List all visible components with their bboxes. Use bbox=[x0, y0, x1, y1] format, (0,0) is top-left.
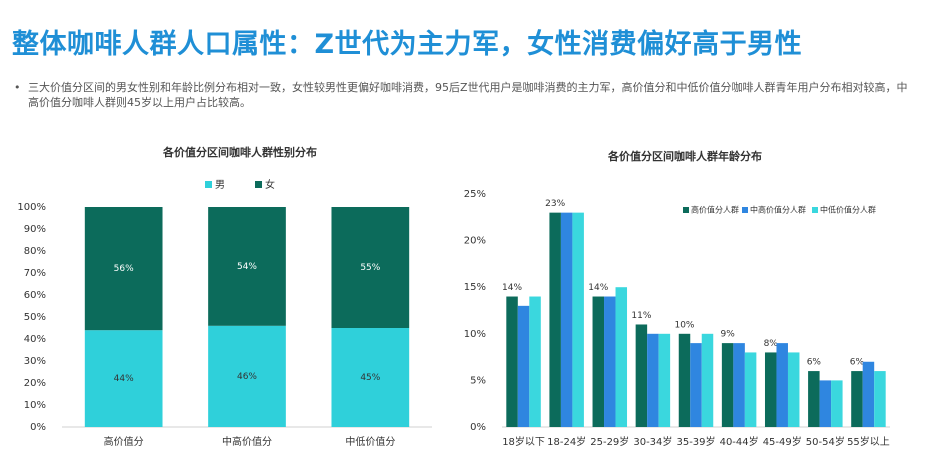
x-tick-label: 45-49岁 bbox=[763, 435, 802, 448]
bar bbox=[635, 324, 648, 427]
y-tick-label: 50% bbox=[24, 312, 46, 323]
bar bbox=[721, 343, 734, 427]
bar bbox=[851, 371, 863, 427]
y-tick-label: 90% bbox=[24, 224, 46, 235]
bar bbox=[744, 352, 757, 427]
bar bbox=[819, 380, 832, 427]
bar bbox=[506, 296, 518, 427]
bar-segment bbox=[331, 207, 410, 328]
legend-swatch bbox=[742, 207, 748, 213]
x-tick-label: 中低价值分 bbox=[345, 435, 395, 448]
bar bbox=[776, 343, 788, 427]
legend-label: 女 bbox=[265, 178, 275, 191]
bar bbox=[862, 361, 875, 427]
x-tick-label: 40-44岁 bbox=[720, 435, 759, 448]
data-label: 45% bbox=[360, 373, 380, 383]
y-tick-label: 10% bbox=[464, 329, 486, 340]
y-tick-label: 20% bbox=[24, 378, 46, 389]
bar bbox=[529, 296, 541, 427]
bar-segment bbox=[84, 207, 163, 331]
x-tick-label: 18岁以下 bbox=[502, 435, 545, 448]
bar bbox=[560, 212, 573, 427]
y-tick-label: 10% bbox=[24, 400, 46, 411]
data-label: 46% bbox=[237, 372, 257, 382]
data-label: 9% bbox=[720, 330, 735, 340]
page-title: 整体咖啡人群人口属性：Z世代为主力军，女性消费偏好高于男性 bbox=[12, 29, 803, 60]
chart-title: 各价值分区间咖啡人群性别分布 bbox=[162, 145, 317, 159]
bar bbox=[517, 305, 530, 427]
x-tick-label: 50-54岁 bbox=[806, 435, 845, 448]
x-tick-label: 30-34岁 bbox=[633, 435, 672, 448]
legend-label: 高价值分人群 bbox=[691, 205, 739, 215]
legend-swatch bbox=[812, 207, 818, 213]
data-label: 6% bbox=[807, 358, 822, 368]
bar bbox=[733, 343, 745, 427]
data-label: 14% bbox=[502, 283, 522, 293]
x-tick-label: 中高价值分 bbox=[222, 435, 272, 448]
y-tick-label: 25% bbox=[464, 189, 486, 200]
bar bbox=[874, 371, 886, 427]
bullet-text: 三大价值分区间的男女性别和年龄比例分布相对一致，女性较男性更偏好咖啡消费，95后… bbox=[28, 81, 908, 109]
data-label: 8% bbox=[764, 339, 779, 349]
bar bbox=[690, 343, 702, 427]
bar bbox=[592, 296, 605, 427]
data-label: 23% bbox=[545, 199, 565, 209]
x-tick-label: 高价值分 bbox=[104, 435, 144, 448]
y-tick-label: 70% bbox=[24, 268, 46, 279]
data-label: 10% bbox=[674, 320, 694, 330]
y-tick-label: 30% bbox=[24, 356, 46, 367]
y-tick-label: 60% bbox=[24, 290, 46, 301]
bar bbox=[787, 352, 800, 427]
data-label: 6% bbox=[850, 358, 865, 368]
bar bbox=[572, 212, 584, 427]
bar-segment bbox=[84, 330, 163, 427]
legend-label: 男 bbox=[215, 179, 225, 191]
x-tick-label: 18-24岁 bbox=[547, 435, 586, 448]
x-tick-label: 35-39岁 bbox=[676, 435, 715, 448]
data-label: 44% bbox=[114, 374, 134, 384]
y-tick-label: 40% bbox=[24, 334, 46, 345]
y-tick-label: 15% bbox=[464, 282, 486, 293]
legend-label: 中低价值分人群 bbox=[820, 205, 876, 215]
data-label: 55% bbox=[360, 263, 380, 273]
bar bbox=[764, 352, 777, 427]
chart-title: 各价值分区间咖啡人群年龄分布 bbox=[607, 149, 762, 163]
y-tick-label: 80% bbox=[24, 246, 46, 257]
y-tick-label: 20% bbox=[464, 236, 486, 247]
y-tick-label: 100% bbox=[17, 202, 46, 213]
bar-segment bbox=[208, 325, 286, 427]
y-tick-label: 0% bbox=[30, 422, 46, 433]
bar bbox=[701, 333, 714, 427]
bar bbox=[678, 333, 691, 427]
bar bbox=[831, 380, 843, 427]
x-tick-label: 55岁以上 bbox=[847, 435, 890, 448]
legend-swatch bbox=[255, 181, 262, 188]
data-label: 11% bbox=[631, 311, 651, 321]
bar bbox=[615, 287, 628, 427]
bullet: • 三大价值分区间的男女性别和年龄比例分布相对一致，女性较男性更偏好咖啡消费，95… bbox=[14, 80, 914, 110]
data-label: 54% bbox=[237, 262, 257, 272]
legend-swatch bbox=[683, 207, 689, 213]
y-tick-label: 0% bbox=[470, 422, 486, 433]
x-tick-label: 25-29岁 bbox=[590, 435, 629, 448]
legend-swatch bbox=[205, 181, 212, 188]
data-label: 14% bbox=[588, 283, 608, 293]
bar bbox=[658, 333, 671, 427]
bar bbox=[808, 371, 820, 427]
bar-segment bbox=[208, 207, 286, 326]
bar bbox=[647, 333, 659, 427]
data-label: 56% bbox=[114, 264, 134, 274]
y-tick-label: 5% bbox=[470, 375, 486, 386]
bar-segment bbox=[331, 328, 410, 427]
legend-label: 中高价值分人群 bbox=[750, 205, 806, 215]
bar bbox=[604, 296, 616, 427]
bar bbox=[549, 212, 561, 427]
